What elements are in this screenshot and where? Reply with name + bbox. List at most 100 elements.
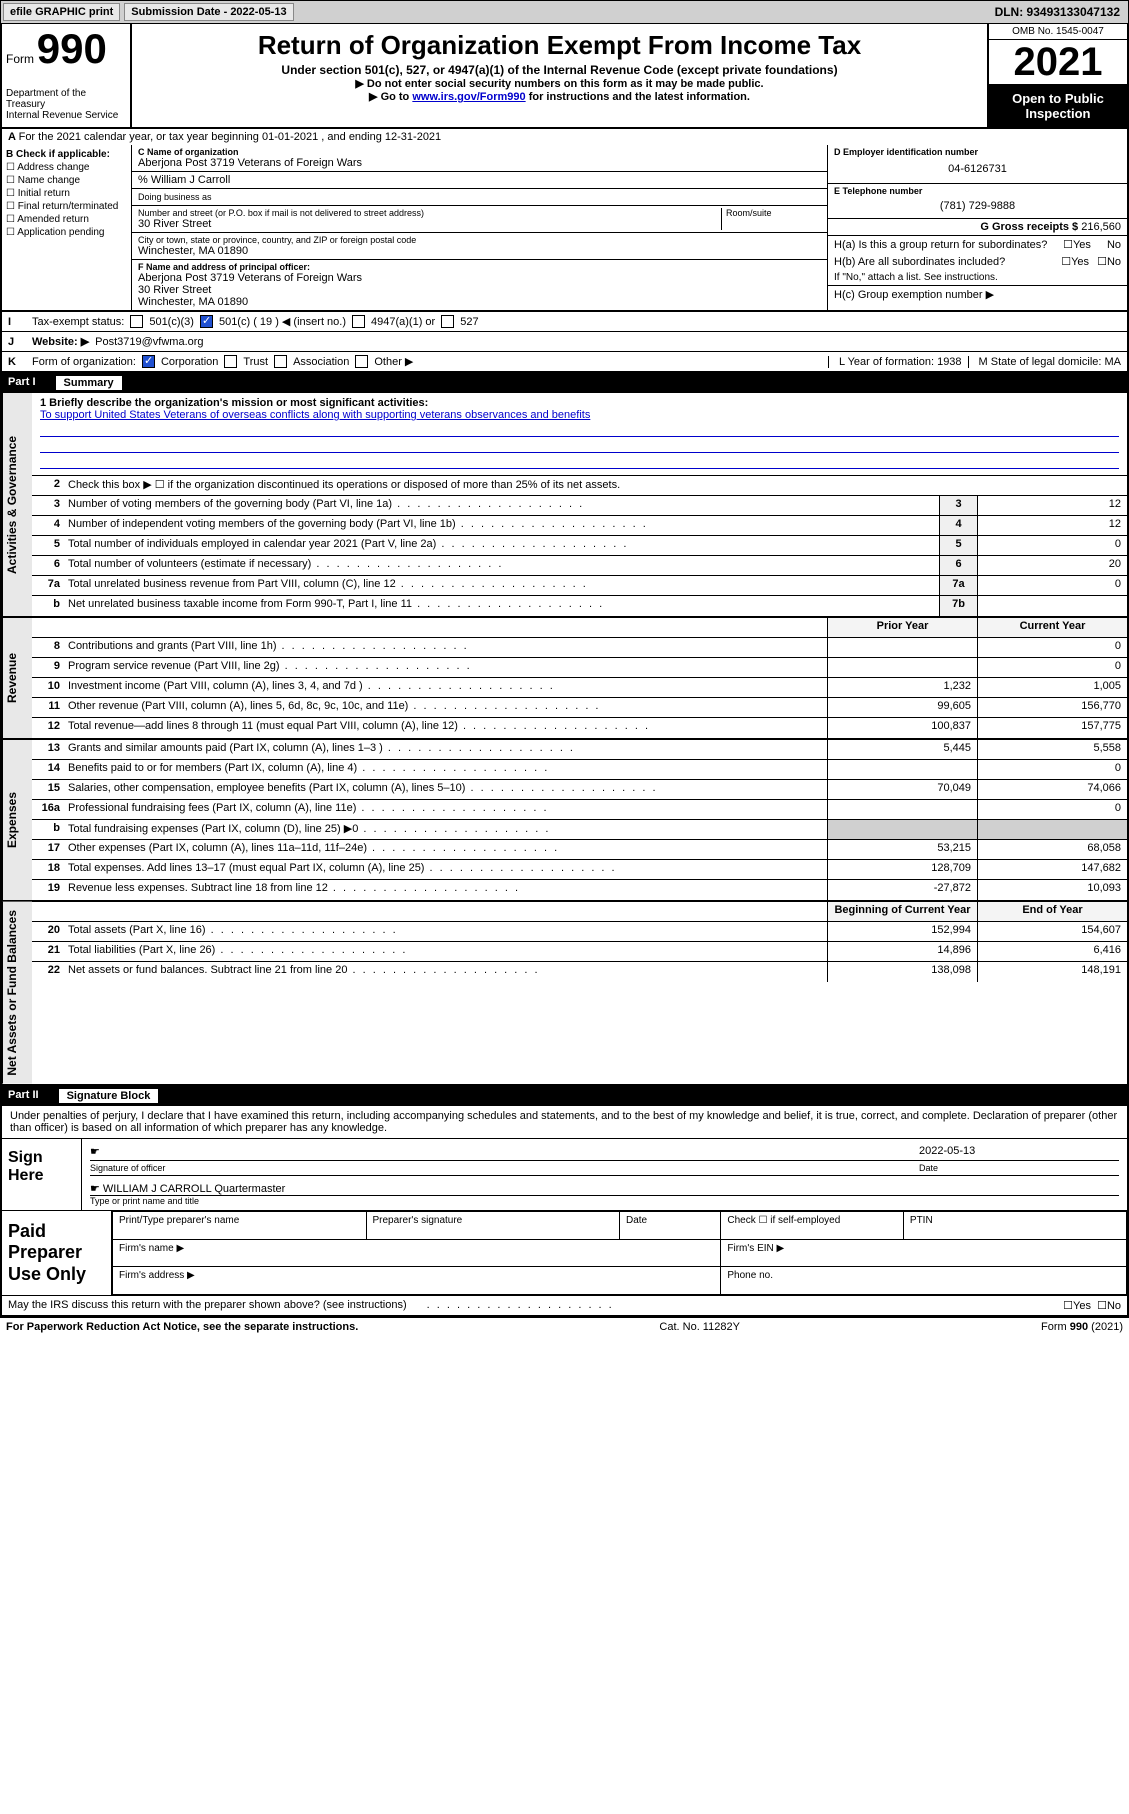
cb-address-change[interactable]: ☐ Address change bbox=[6, 162, 127, 173]
form-number: 990 bbox=[37, 25, 107, 72]
may-irs-discuss: May the IRS discuss this return with the… bbox=[8, 1299, 407, 1312]
state-domicile: M State of legal domicile: MA bbox=[968, 356, 1121, 368]
phone-value: (781) 729-9888 bbox=[834, 196, 1121, 216]
meta-rows: I Tax-exempt status: 501(c)(3) 501(c) ( … bbox=[0, 312, 1129, 373]
table-row: 15Salaries, other compensation, employee… bbox=[32, 780, 1127, 800]
cb-4947[interactable] bbox=[352, 315, 365, 328]
table-row: bTotal fundraising expenses (Part IX, co… bbox=[32, 820, 1127, 840]
topbar: efile GRAPHIC print Submission Date - 20… bbox=[0, 0, 1129, 24]
signature-block: Under penalties of perjury, I declare th… bbox=[0, 1106, 1129, 1318]
website-value: Post3719@vfwma.org bbox=[95, 336, 203, 348]
cat-no: Cat. No. 11282Y bbox=[659, 1321, 740, 1333]
irs-link[interactable]: www.irs.gov/Form990 bbox=[412, 91, 525, 103]
mission-label: 1 Briefly describe the organization's mi… bbox=[40, 397, 1119, 409]
revenue-section: Revenue Prior Year Current Year 8Contrib… bbox=[0, 618, 1129, 740]
sign-here-label: Sign Here bbox=[2, 1139, 82, 1210]
form-word: Form bbox=[6, 52, 34, 66]
table-row: 13Grants and similar amounts paid (Part … bbox=[32, 740, 1127, 760]
ptin-label: PTIN bbox=[903, 1211, 1126, 1239]
firm-phone-label: Phone no. bbox=[721, 1267, 1127, 1295]
mission-text: To support United States Veterans of ove… bbox=[40, 409, 1119, 421]
perjury-declaration: Under penalties of perjury, I declare th… bbox=[2, 1106, 1127, 1139]
table-row: 14Benefits paid to or for members (Part … bbox=[32, 760, 1127, 780]
vtab-net-assets: Net Assets or Fund Balances bbox=[2, 902, 32, 1084]
table-row: 6Total number of volunteers (estimate if… bbox=[32, 556, 1127, 576]
form-number-block: Form 990 Department of the Treasury Inte… bbox=[2, 24, 132, 127]
sig-officer-label: Signature of officer bbox=[90, 1163, 899, 1173]
table-row: 22Net assets or fund balances. Subtract … bbox=[32, 962, 1127, 982]
tax-year-line: A For the 2021 calendar year, or tax yea… bbox=[0, 129, 1129, 145]
submission-date: Submission Date - 2022-05-13 bbox=[124, 3, 293, 21]
part1-header: Part I Summary bbox=[0, 373, 1129, 393]
tax-year: 2021 bbox=[989, 40, 1127, 85]
firm-name-label: Firm's name ▶ bbox=[113, 1239, 721, 1267]
cb-name-change[interactable]: ☐ Name change bbox=[6, 175, 127, 186]
firm-addr-label: Firm's address ▶ bbox=[113, 1267, 721, 1295]
cb-527[interactable] bbox=[441, 315, 454, 328]
cb-501c3[interactable] bbox=[130, 315, 143, 328]
omb-number: OMB No. 1545-0047 bbox=[989, 24, 1127, 40]
table-row: 7aTotal unrelated business revenue from … bbox=[32, 576, 1127, 596]
expenses-section: Expenses 13Grants and similar amounts pa… bbox=[0, 740, 1129, 902]
form-note-1: ▶ Do not enter social security numbers o… bbox=[142, 77, 977, 90]
table-row: 5Total number of individuals employed in… bbox=[32, 536, 1127, 556]
dba-label: Doing business as bbox=[138, 192, 212, 202]
prior-year-header: Prior Year bbox=[827, 618, 977, 637]
sig-date-value: 2022-05-13 bbox=[919, 1145, 1119, 1158]
table-row: 18Total expenses. Add lines 13–17 (must … bbox=[32, 860, 1127, 880]
hc-label: H(c) Group exemption number ▶ bbox=[828, 286, 1127, 303]
form-header: Form 990 Department of the Treasury Inte… bbox=[0, 24, 1129, 129]
paid-preparer-label: Paid Preparer Use Only bbox=[2, 1211, 112, 1296]
type-name-label: Type or print name and title bbox=[90, 1195, 1119, 1206]
cb-trust[interactable] bbox=[224, 355, 237, 368]
cb-amended-return[interactable]: ☐ Amended return bbox=[6, 214, 127, 225]
cb-501c[interactable] bbox=[200, 315, 213, 328]
b-check-label: B Check if applicable: bbox=[6, 149, 127, 160]
year-formation: L Year of formation: 1938 bbox=[828, 356, 962, 368]
vtab-expenses: Expenses bbox=[2, 740, 32, 900]
cb-app-pending[interactable]: ☐ Application pending bbox=[6, 227, 127, 238]
gross-receipts-label: G Gross receipts $ bbox=[980, 221, 1078, 233]
prep-name-label: Print/Type preparer's name bbox=[113, 1211, 367, 1239]
city-state-zip: Winchester, MA 01890 bbox=[138, 245, 821, 257]
dept-treasury: Department of the Treasury bbox=[6, 88, 126, 110]
officer-addr1: 30 River Street bbox=[138, 284, 821, 296]
preparer-table: Print/Type preparer's name Preparer's si… bbox=[112, 1211, 1127, 1296]
table-row: 10Investment income (Part VIII, column (… bbox=[32, 678, 1127, 698]
cb-other[interactable] bbox=[355, 355, 368, 368]
gross-receipts-value: 216,560 bbox=[1081, 221, 1121, 233]
end-year-header: End of Year bbox=[977, 902, 1127, 921]
efile-print-button[interactable]: efile GRAPHIC print bbox=[3, 3, 120, 21]
cb-association[interactable] bbox=[274, 355, 287, 368]
ein-value: 04-6126731 bbox=[834, 157, 1121, 181]
begin-year-header: Beginning of Current Year bbox=[827, 902, 977, 921]
city-label: City or town, state or province, country… bbox=[138, 235, 821, 245]
table-row: 4Number of independent voting members of… bbox=[32, 516, 1127, 536]
phone-label: E Telephone number bbox=[834, 186, 1121, 196]
table-row: 11Other revenue (Part VIII, column (A), … bbox=[32, 698, 1127, 718]
cb-initial-return[interactable]: ☐ Initial return bbox=[6, 188, 127, 199]
table-row: 16aProfessional fundraising fees (Part I… bbox=[32, 800, 1127, 820]
cb-corporation[interactable] bbox=[142, 355, 155, 368]
addr-label: Number and street (or P.O. box if mail i… bbox=[138, 208, 721, 218]
hb-note: If "No," attach a list. See instructions… bbox=[828, 270, 1127, 286]
irs-label: Internal Revenue Service bbox=[6, 110, 126, 121]
governance-section: Activities & Governance 1 Briefly descri… bbox=[0, 393, 1129, 618]
care-of: % William J Carroll bbox=[132, 172, 827, 189]
part2-header: Part II Signature Block bbox=[0, 1086, 1129, 1106]
cb-final-return[interactable]: ☐ Final return/terminated bbox=[6, 201, 127, 212]
c-name-label: C Name of organization bbox=[138, 147, 821, 157]
ein-label: D Employer identification number bbox=[834, 147, 1121, 157]
k-label: K bbox=[8, 356, 26, 368]
open-to-public: Open to Public Inspection bbox=[989, 85, 1127, 127]
form-subtitle: Under section 501(c), 527, or 4947(a)(1)… bbox=[142, 63, 977, 77]
part2-title: Signature Block bbox=[59, 1089, 159, 1103]
table-row: 19Revenue less expenses. Subtract line 1… bbox=[32, 880, 1127, 900]
date-label: Date bbox=[919, 1163, 1119, 1173]
street-address: 30 River Street bbox=[138, 218, 721, 230]
firm-ein-label: Firm's EIN ▶ bbox=[721, 1239, 1127, 1267]
table-row: 9Program service revenue (Part VIII, lin… bbox=[32, 658, 1127, 678]
table-row: 3Number of voting members of the governi… bbox=[32, 496, 1127, 516]
i-label: I bbox=[8, 316, 26, 328]
net-assets-section: Net Assets or Fund Balances Beginning of… bbox=[0, 902, 1129, 1086]
